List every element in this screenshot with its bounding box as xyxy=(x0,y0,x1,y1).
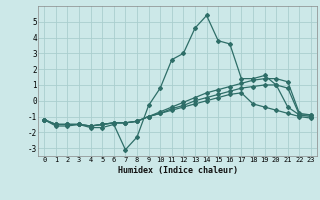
X-axis label: Humidex (Indice chaleur): Humidex (Indice chaleur) xyxy=(118,166,238,175)
